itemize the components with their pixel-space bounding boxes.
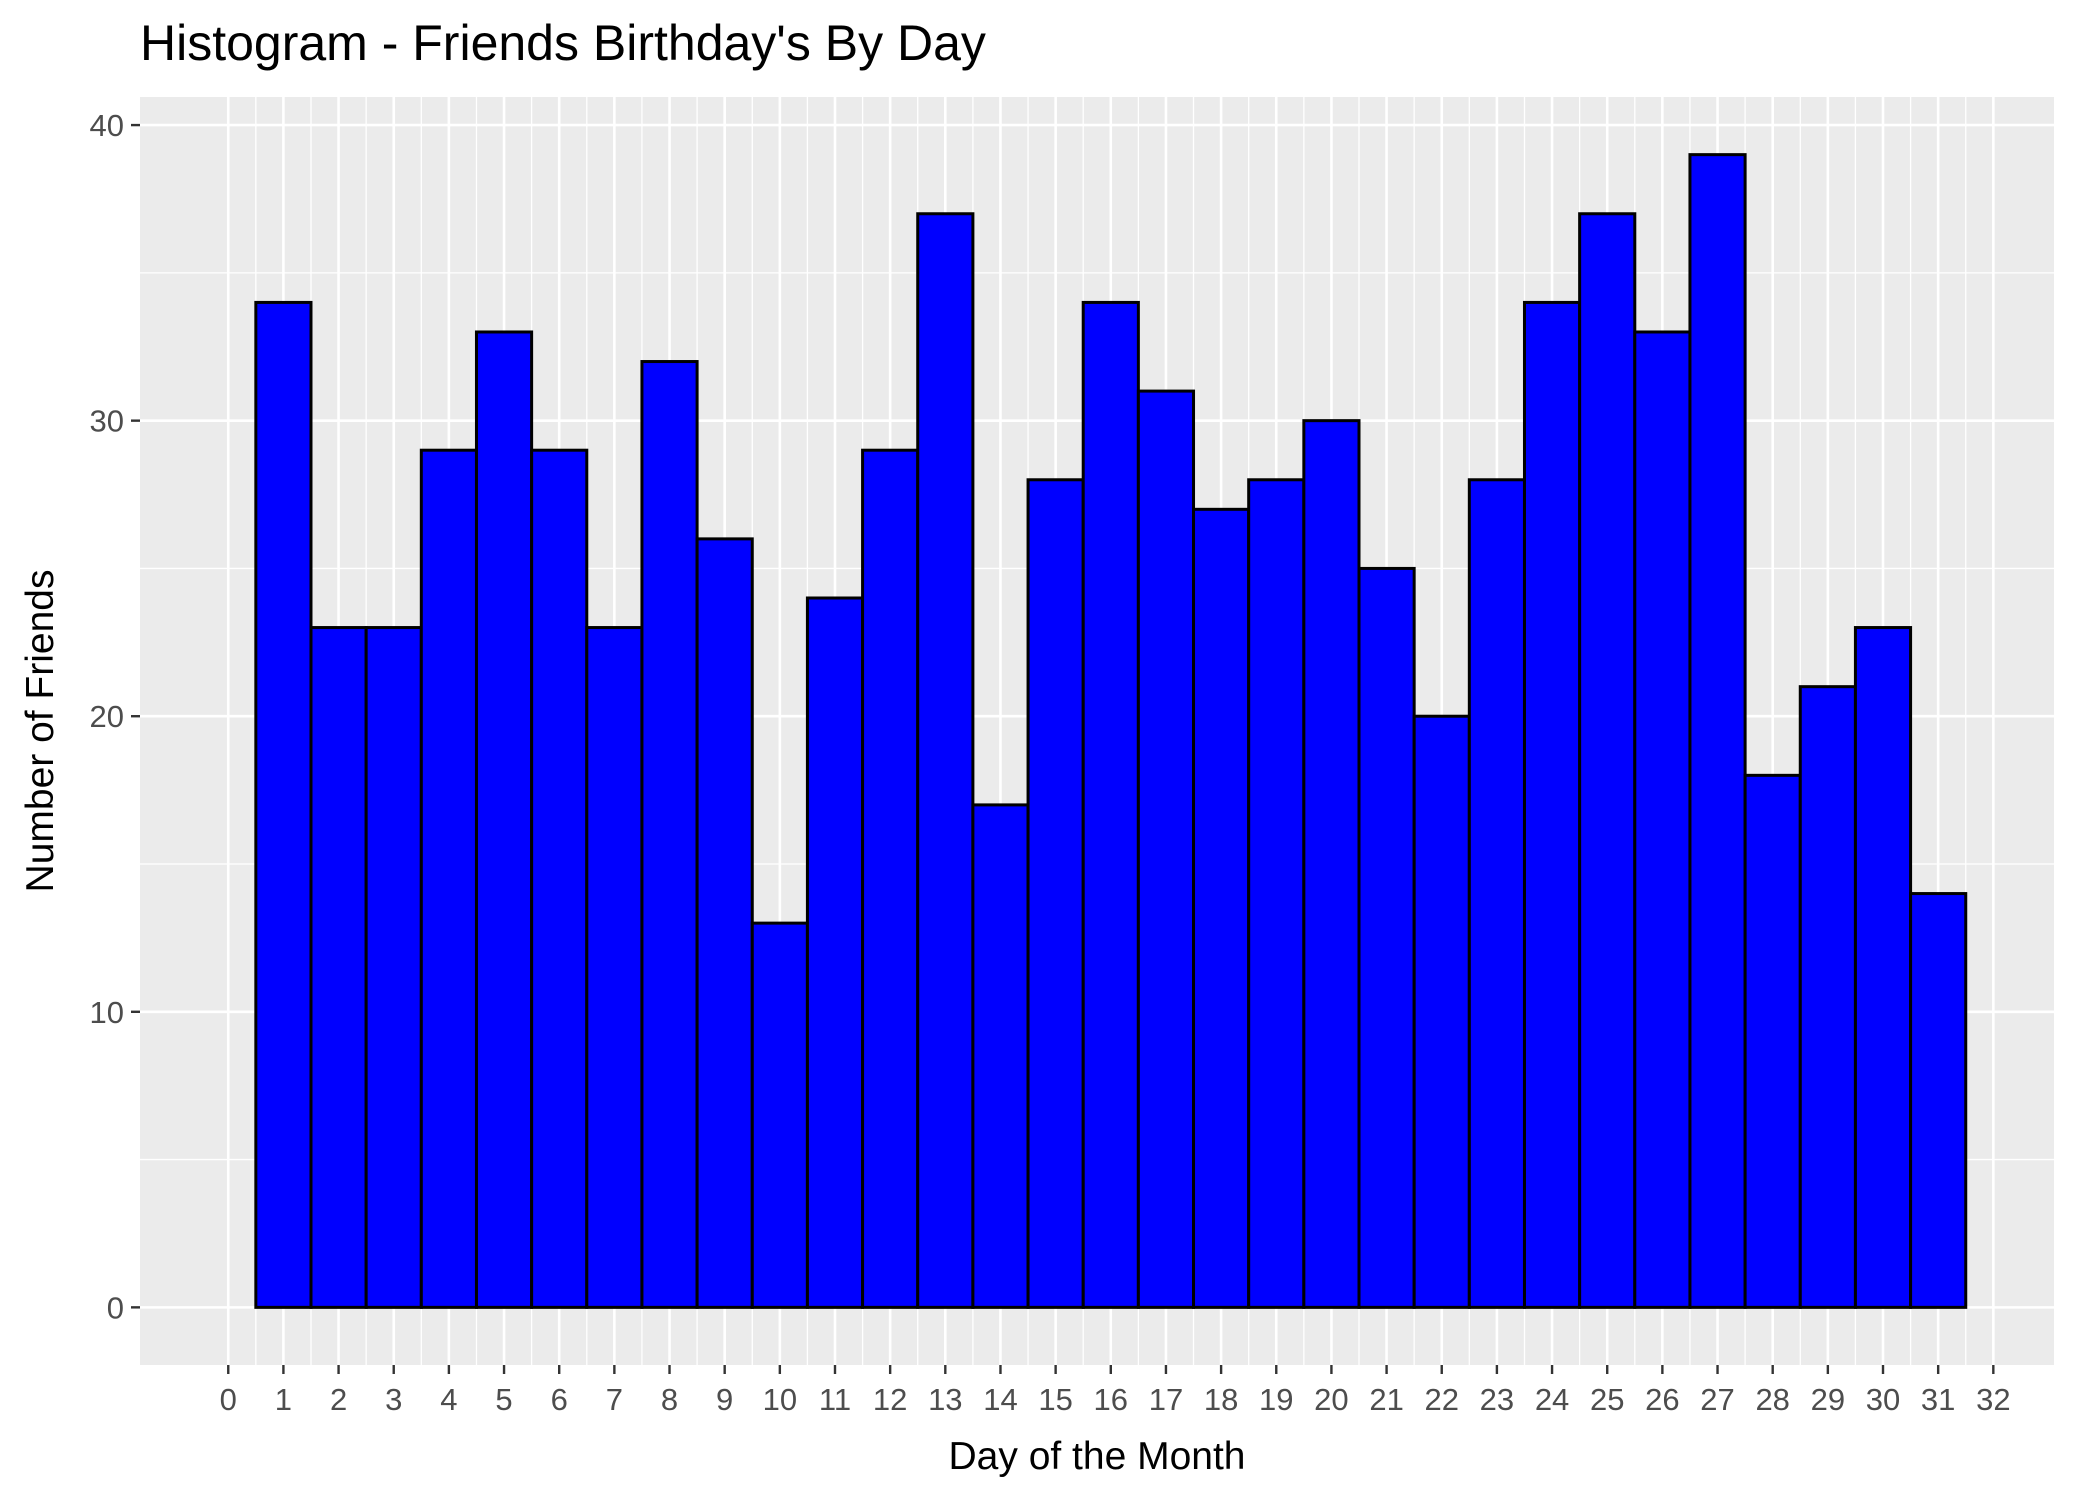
bar-day-23 (1467, 478, 1526, 1309)
y-tick-label: 20 (90, 699, 124, 734)
bar-day-4 (419, 448, 478, 1309)
x-tick-label: 26 (1645, 1382, 1679, 1417)
bar-day-1 (254, 300, 313, 1309)
bar-day-12 (861, 448, 920, 1309)
x-tick-label: 20 (1314, 1382, 1348, 1417)
x-tick-label: 21 (1369, 1382, 1403, 1417)
x-tick-label: 5 (495, 1382, 512, 1417)
bar-day-6 (530, 448, 589, 1309)
bars (254, 153, 1968, 1309)
x-tick-label: 16 (1094, 1382, 1128, 1417)
y-axis-title: Number of Friends (19, 570, 62, 893)
x-tick-label: 19 (1259, 1382, 1293, 1417)
y-tick-label: 10 (90, 995, 124, 1030)
bar-day-13 (916, 212, 975, 1309)
bar-day-30 (1853, 626, 1913, 1309)
x-tick-label: 4 (440, 1382, 457, 1417)
bar-day-25 (1578, 212, 1637, 1309)
bar-day-26 (1633, 330, 1692, 1309)
bar-day-21 (1357, 566, 1416, 1309)
bar-day-8 (640, 360, 699, 1309)
x-tick-label: 13 (928, 1382, 962, 1417)
x-tick-label: 31 (1921, 1382, 1955, 1417)
bar-day-7 (585, 626, 644, 1309)
x-tick-label: 8 (661, 1382, 678, 1417)
x-tick-label: 30 (1866, 1382, 1900, 1417)
bar-day-24 (1522, 300, 1582, 1309)
x-tick-label: 28 (1755, 1382, 1789, 1417)
bar-day-31 (1909, 892, 1968, 1309)
x-tick-label: 3 (385, 1382, 402, 1417)
x-tick-label: 7 (606, 1382, 623, 1417)
x-axis: 0 1 2 3 4 5 6 7 8 9 10 11 12 13 14 15 16 17 18 19 20 21 22 23 24… (220, 1365, 2011, 1417)
x-tick-label: 22 (1424, 1382, 1458, 1417)
y-tick-label: 0 (107, 1290, 124, 1325)
bar-day-11 (805, 596, 865, 1309)
y-tick-label: 40 (90, 108, 124, 143)
x-tick-label: 2 (330, 1382, 347, 1417)
bar-day-15 (1026, 478, 1085, 1309)
x-tick-label: 9 (716, 1382, 733, 1417)
x-tick-label: 29 (1811, 1382, 1845, 1417)
bar-day-20 (1302, 419, 1361, 1309)
x-tick-label: 18 (1204, 1382, 1238, 1417)
x-tick-label: 11 (819, 1382, 851, 1417)
bar-day-28 (1743, 773, 1802, 1309)
x-tick-label: 0 (220, 1382, 237, 1417)
x-axis-title: Day of the Month (949, 1435, 1246, 1478)
x-tick-label: 17 (1149, 1382, 1183, 1417)
x-tick-label: 25 (1590, 1382, 1624, 1417)
bar-day-2 (309, 626, 368, 1309)
x-tick-label: 27 (1700, 1382, 1734, 1417)
x-tick-label: 12 (873, 1382, 907, 1417)
x-tick-label: 24 (1535, 1382, 1569, 1417)
bar-day-9 (695, 537, 754, 1309)
x-tick-label: 23 (1480, 1382, 1514, 1417)
x-tick-label: 1 (275, 1382, 292, 1417)
bar-day-16 (1081, 300, 1140, 1309)
bar-day-27 (1688, 153, 1747, 1309)
bar-day-17 (1136, 389, 1196, 1309)
y-tick-label: 30 (90, 404, 124, 439)
bar-day-5 (474, 330, 534, 1309)
bar-day-3 (364, 626, 423, 1309)
bar-day-10 (750, 921, 809, 1309)
y-axis: 0 10 20 30 40 (90, 108, 140, 1325)
bar-day-14 (971, 803, 1030, 1309)
x-tick-label: 14 (983, 1382, 1017, 1417)
x-tick-label: 32 (1976, 1382, 2010, 1417)
bar-day-19 (1247, 478, 1306, 1309)
bar-day-18 (1192, 507, 1251, 1309)
bar-day-29 (1798, 685, 1857, 1309)
x-tick-label: 6 (551, 1382, 568, 1417)
x-tick-label: 10 (763, 1382, 797, 1417)
bar-day-22 (1412, 714, 1471, 1309)
x-tick-label: 15 (1038, 1382, 1072, 1417)
chart-title: Histogram - Friends Birthday's By Day (140, 15, 986, 71)
